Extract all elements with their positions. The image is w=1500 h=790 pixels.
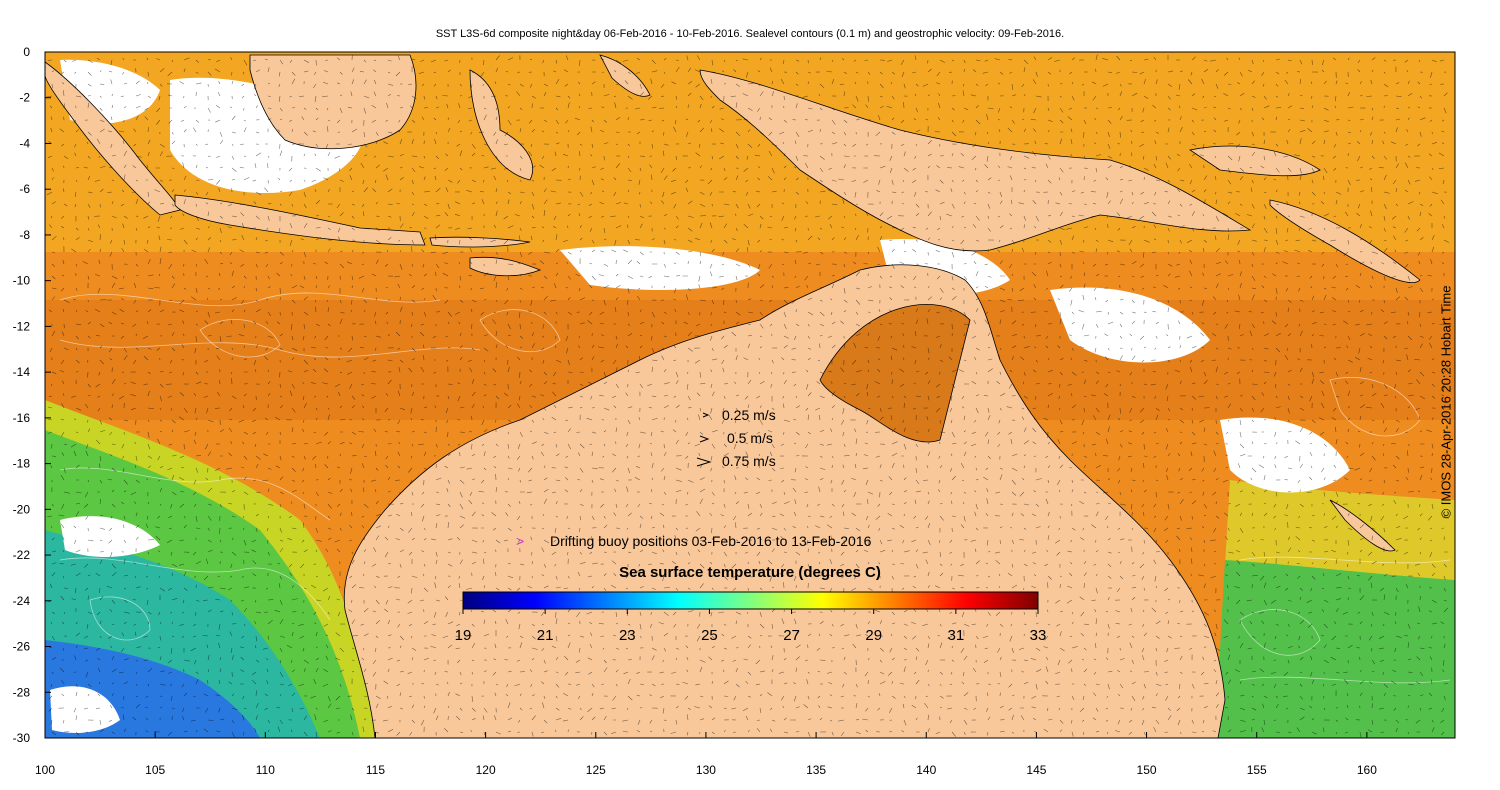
colorbar-ramp — [462, 591, 1039, 610]
y-tick-label: -8 — [19, 228, 30, 242]
x-tick-label: 155 — [1247, 763, 1267, 777]
colorbar-tick-label: 27 — [783, 627, 800, 644]
colorbar-tick-label: 23 — [619, 627, 636, 644]
timor — [469, 256, 542, 277]
y-tick-label: -2 — [19, 91, 30, 105]
x-tick-label: 150 — [1137, 763, 1157, 777]
velocity-legend-item: 0.5 m/s — [699, 430, 773, 446]
y-tick-label: -14 — [13, 365, 31, 379]
cloud-patch — [1220, 417, 1350, 493]
y-axis: 0 -2 -4 -6 -8 -10 -12 -14 -16 -18 -20 -22 -24 -26 -28 -… — [13, 45, 51, 745]
x-axis: 100 105 110 115 120 125 130 135 140 145 150 155 160 — [35, 732, 1377, 777]
x-tick-label: 115 — [366, 763, 385, 777]
australia — [343, 264, 1226, 738]
cloud-patch — [60, 516, 160, 557]
sst-field — [45, 52, 1455, 738]
y-tick-label: -16 — [13, 411, 31, 425]
buoy-marker-icon: > — [516, 533, 524, 549]
x-tick-label: 110 — [256, 763, 275, 777]
cloud-patch — [50, 686, 120, 733]
cloud-patch — [1050, 287, 1210, 363]
velocity-legend-item: 0.75 m/s — [696, 453, 776, 469]
colorbar-tick-label: 31 — [948, 627, 965, 644]
y-tick-label: -22 — [13, 548, 31, 562]
new-britain — [1188, 145, 1321, 177]
x-tick-label: 135 — [806, 763, 826, 777]
halmahera — [599, 54, 651, 97]
colorbar-tick-label: 25 — [701, 627, 718, 644]
y-tick-label: 0 — [23, 45, 30, 59]
y-tick-label: -28 — [13, 685, 31, 699]
buoy-legend: > Drifting buoy positions 03-Feb-2016 to… — [516, 533, 872, 549]
y-tick-label: -20 — [13, 502, 31, 516]
colorbar-tick-label: 19 — [455, 627, 472, 644]
x-tick-label: 160 — [1357, 763, 1377, 777]
south-east-green-water — [1215, 560, 1455, 738]
y-tick-label: -18 — [13, 457, 31, 471]
flores — [429, 236, 531, 248]
solomon-islands — [1269, 199, 1421, 284]
buoy-legend-label: Drifting buoy positions 03-Feb-2016 to 1… — [550, 533, 872, 549]
colorbar-tick-label: 21 — [537, 627, 554, 644]
land — [45, 54, 1421, 738]
y-tick-label: -4 — [19, 136, 30, 150]
x-tick-label: 125 — [586, 763, 606, 777]
x-tick-label: 140 — [916, 763, 936, 777]
cloud-patch — [560, 246, 760, 290]
map-frame — [44, 51, 1456, 739]
y-tick-label: -24 — [13, 594, 31, 608]
velocity-legend-label: 0.25 m/s — [722, 407, 776, 423]
x-tick-label: 105 — [145, 763, 165, 777]
credit-text: © IMOS 28-Apr-2016 20:28 Hobart Time — [1438, 285, 1454, 519]
borneo — [249, 54, 417, 150]
velocity-legend-label: 0.5 m/s — [727, 430, 773, 446]
y-tick-label: -30 — [13, 731, 31, 745]
x-tick-label: 145 — [1026, 763, 1046, 777]
velocity-vector-set — [46, 54, 1450, 738]
colorbar-tick-label: 33 — [1030, 627, 1047, 644]
colorbar-label: Sea surface temperature (degrees C) — [619, 564, 881, 581]
y-tick-label: -12 — [13, 319, 31, 333]
sealevel-contours — [59, 292, 1451, 684]
y-tick-label: -26 — [13, 640, 31, 654]
velocity-arrow-icon — [699, 435, 710, 443]
sumatra — [45, 61, 181, 216]
colorbar-ticks: 19 21 23 25 27 29 31 33 — [455, 609, 1047, 644]
y-tick-label: -6 — [19, 182, 30, 196]
velocity-legend-label: 0.75 m/s — [722, 453, 776, 469]
x-tick-label: 100 — [35, 763, 55, 777]
colorbar: Sea surface temperature (degrees C) 19 21… — [455, 564, 1047, 644]
java — [174, 194, 426, 246]
sulawesi — [469, 69, 533, 181]
velocity-legend-item: 0.25 m/s — [702, 407, 776, 423]
y-tick-label: -10 — [13, 274, 31, 288]
velocity-arrow-icon — [702, 412, 710, 418]
geostrophic-velocity-vectors — [46, 54, 1450, 738]
x-tick-label: 130 — [696, 763, 716, 777]
gulf-of-carpentaria — [819, 304, 971, 443]
map-title: SST L3S-6d composite night&day 06-Feb-20… — [435, 28, 1065, 40]
colorbar-tick-label: 29 — [865, 627, 882, 644]
velocity-arrow-icon — [696, 457, 712, 467]
x-tick-label: 120 — [476, 763, 496, 777]
velocity-legend: 0.25 m/s 0.5 m/s 0.75 m/s — [696, 407, 776, 469]
new-guinea — [699, 69, 1252, 252]
